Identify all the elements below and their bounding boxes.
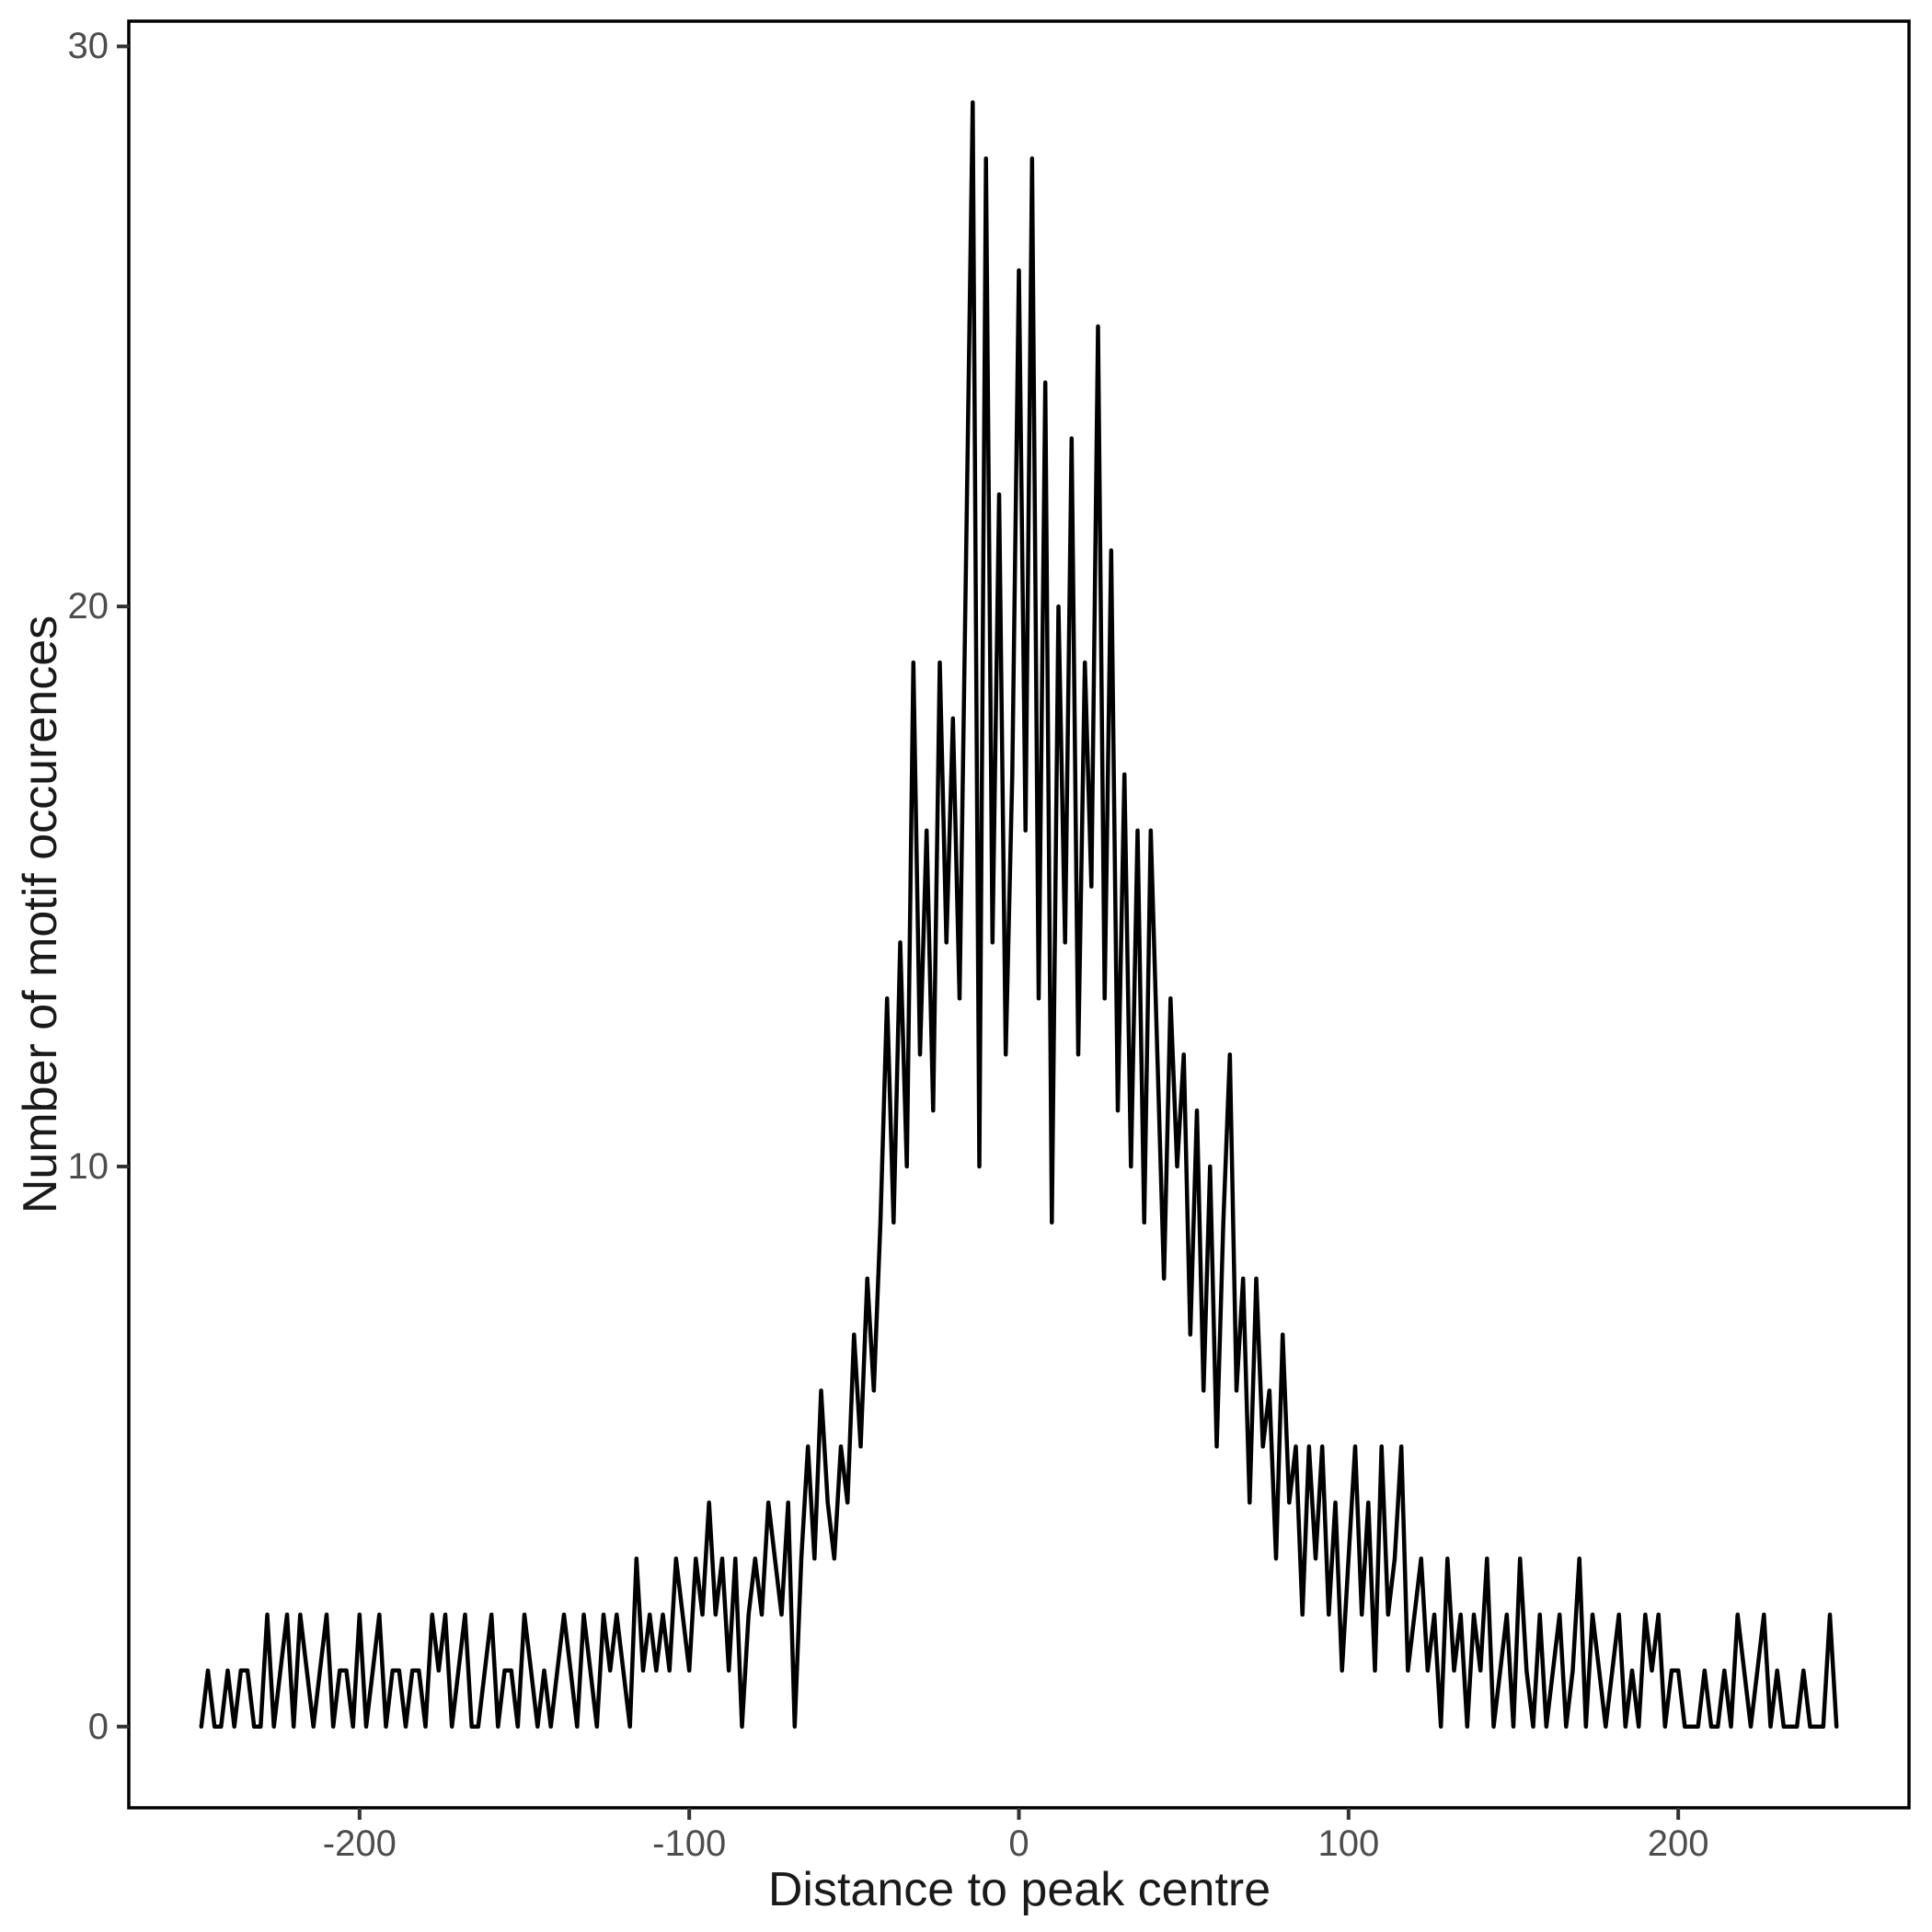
x-axis-title: Distance to peak centre bbox=[767, 1863, 1271, 1916]
y-axis-title: Number of motif occurences bbox=[14, 615, 67, 1214]
y-tick-label: 30 bbox=[67, 26, 109, 67]
y-tick-label: 20 bbox=[67, 586, 109, 627]
x-tick-label: 100 bbox=[1317, 1823, 1380, 1864]
x-tick-label: -200 bbox=[322, 1823, 397, 1864]
y-tick-label: 10 bbox=[67, 1145, 109, 1187]
x-tick-label: -100 bbox=[652, 1823, 727, 1864]
data-line bbox=[199, 100, 1839, 1729]
y-tick-label: 0 bbox=[87, 1706, 109, 1747]
x-tick-label: 0 bbox=[1008, 1823, 1029, 1864]
x-tick-label: 200 bbox=[1647, 1823, 1709, 1864]
